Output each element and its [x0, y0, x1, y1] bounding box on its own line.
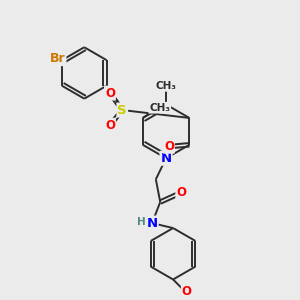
- Text: O: O: [176, 186, 186, 199]
- Text: N: N: [160, 152, 172, 165]
- Text: O: O: [105, 119, 115, 132]
- Text: N: N: [146, 217, 158, 230]
- Text: CH₃: CH₃: [149, 103, 170, 113]
- Text: Br: Br: [50, 52, 65, 65]
- Text: S: S: [117, 103, 127, 117]
- Text: H: H: [137, 217, 146, 226]
- Text: O: O: [164, 140, 174, 153]
- Text: O: O: [105, 87, 115, 100]
- Text: CH₃: CH₃: [156, 81, 177, 91]
- Text: O: O: [182, 285, 192, 298]
